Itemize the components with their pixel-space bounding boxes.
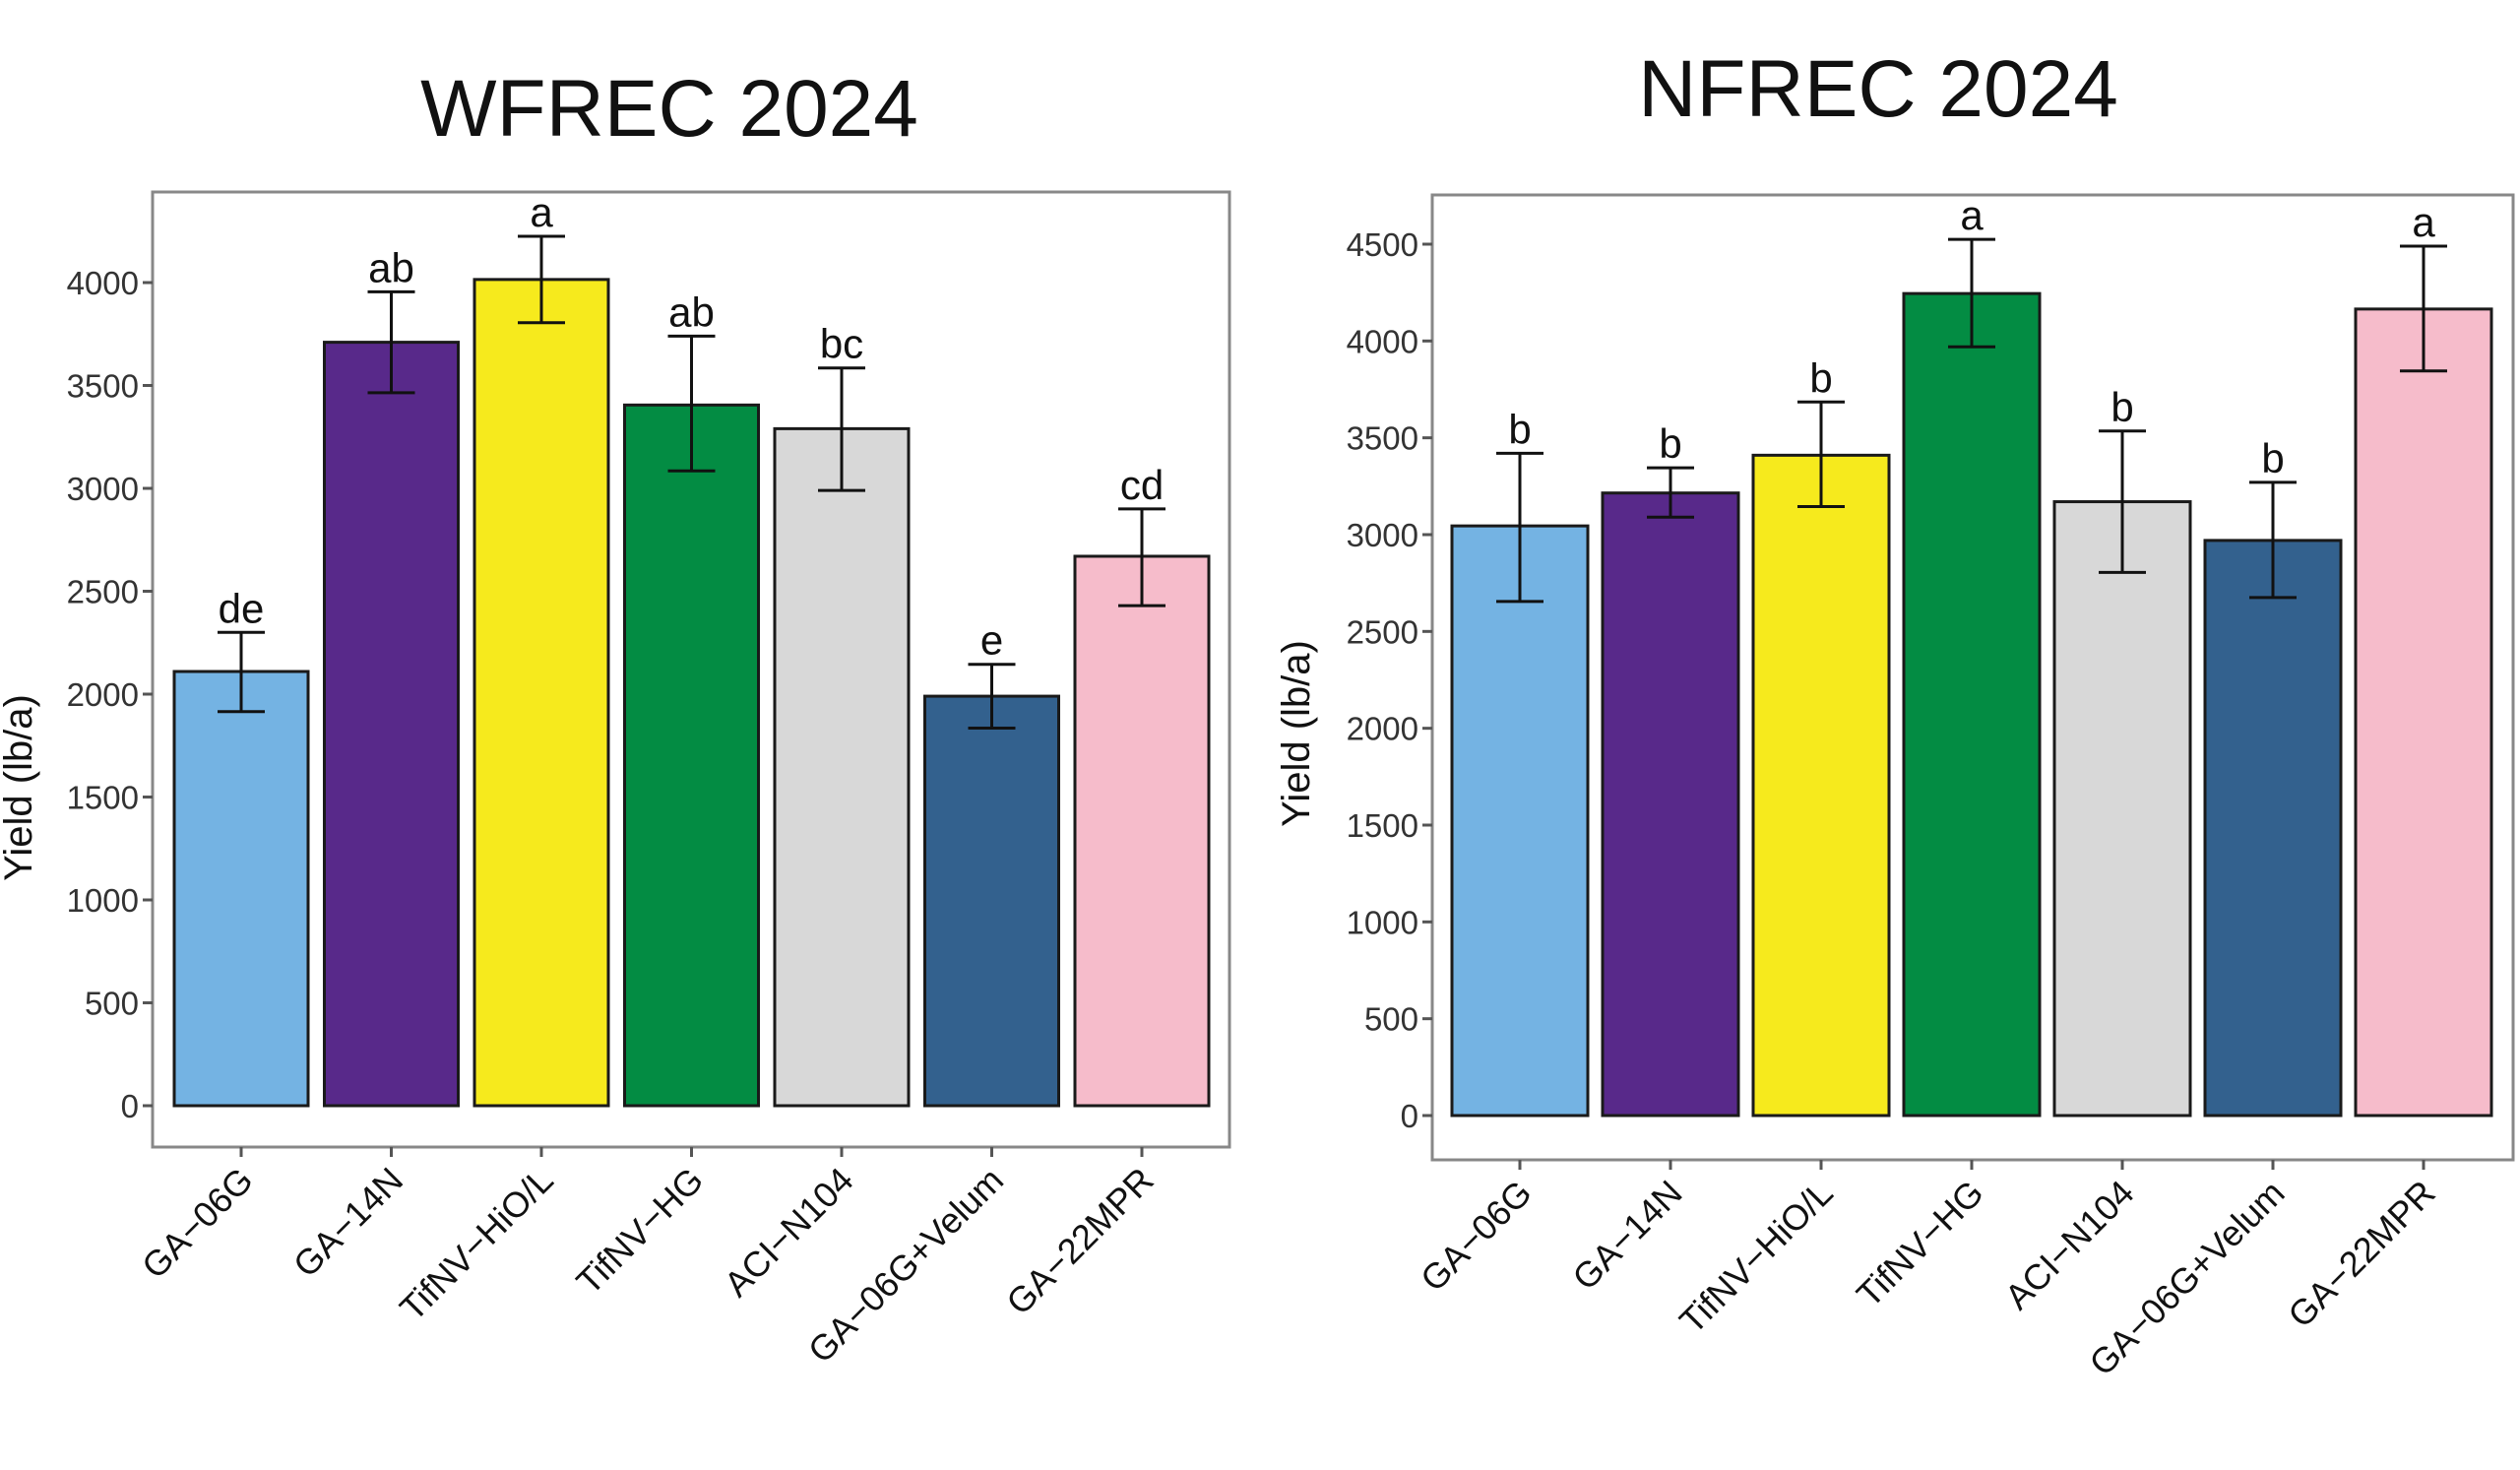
bar [1751, 453, 1891, 1118]
y-axis-label: Yield (lb/a) [0, 694, 40, 881]
x-tick-label: ACI−N104 [717, 1160, 861, 1305]
significance-letter: e [980, 617, 1003, 664]
y-tick-label: 3500 [1347, 420, 1418, 457]
significance-letter: a [2412, 199, 2435, 245]
y-tick-label: 2500 [1347, 613, 1418, 650]
x-tick-label: TifNV−HG [1849, 1173, 1991, 1315]
bar [1073, 554, 1211, 1108]
y-tick-label: 0 [1401, 1098, 1418, 1134]
significance-letter: ab [668, 288, 715, 335]
x-tick-label: GA−14N [1564, 1173, 1689, 1298]
bar [1902, 291, 2042, 1118]
significance-letter: cd [1120, 462, 1164, 508]
x-tick-label: GA−06G [1413, 1173, 1540, 1300]
y-ticks: 0 500 1000 1500 2000 2500 3000 3500 4000 [67, 265, 153, 1124]
significance-letter: b [1508, 406, 1531, 452]
x-tick-label: GA−06G [134, 1160, 261, 1287]
bar [2052, 500, 2192, 1118]
y-tick-label: 2500 [67, 574, 139, 610]
y-tick-label: 500 [85, 986, 139, 1022]
bars: b b b a b b a [1450, 192, 2493, 1118]
y-tick-label: 4000 [1347, 323, 1418, 359]
bar [1450, 524, 1590, 1118]
bar [323, 341, 460, 1108]
bar [2203, 539, 2343, 1118]
y-tick-label: 3500 [67, 368, 139, 405]
y-ticks: 0 500 1000 1500 2000 2500 3000 3500 4000 4500 [1347, 226, 1432, 1134]
y-tick-label: 2000 [67, 676, 139, 713]
chart-title: NFREC 2024 [1638, 44, 2118, 134]
significance-letter: b [2110, 384, 2133, 430]
significance-letter: b [2261, 435, 2284, 481]
y-tick-label: 500 [1364, 1001, 1418, 1038]
chart-title: WFREC 2024 [420, 64, 918, 154]
significance-letter: bc [820, 321, 863, 367]
significance-letter: ab [368, 244, 414, 290]
y-tick-label: 1500 [1347, 807, 1418, 844]
bar [923, 694, 1060, 1108]
y-axis-label: Yield (lb/a) [1275, 640, 1318, 827]
bar [2354, 307, 2493, 1118]
y-tick-label: 4500 [1347, 226, 1418, 263]
x-tick-label: TifNV−HiO/L [392, 1160, 561, 1329]
significance-letter: a [530, 189, 553, 235]
significance-letter: a [1960, 192, 1984, 238]
significance-letter: de [219, 585, 265, 631]
chart-nfrec: NFREC 2024 Yield (lb/a) 0 500 1000 1500 2000… [1275, 44, 2515, 1383]
chart-wfrec: WFREC 2024 Yield (lb/a) 0 500 1000 1500 2000… [0, 64, 1231, 1371]
y-tick-label: 4000 [67, 265, 139, 301]
y-tick-label: 3000 [67, 471, 139, 507]
x-tick-label: GA−22MPR [998, 1160, 1162, 1323]
y-tick-label: 1000 [67, 882, 139, 919]
bar [1601, 491, 1740, 1118]
bar [773, 426, 911, 1108]
x-tick-label: TifNV−HG [568, 1160, 711, 1303]
bar [623, 403, 760, 1108]
x-tick-label: GA−22MPR [2280, 1173, 2443, 1336]
significance-letter: b [1659, 420, 1681, 467]
y-tick-label: 3000 [1347, 517, 1418, 553]
significance-letter: b [1809, 354, 1832, 401]
y-tick-label: 2000 [1347, 711, 1418, 747]
x-tick-label: TifNV−HiO/L [1671, 1173, 1841, 1342]
x-tick-label: GA−14N [285, 1160, 410, 1285]
bar [472, 278, 610, 1108]
y-tick-label: 0 [121, 1088, 139, 1124]
bars: de ab a ab bc e cd [172, 189, 1211, 1108]
x-tick-label: ACI−N104 [1997, 1173, 2142, 1317]
bar [172, 670, 310, 1108]
y-tick-label: 1000 [1347, 904, 1418, 940]
y-tick-label: 1500 [67, 780, 139, 816]
